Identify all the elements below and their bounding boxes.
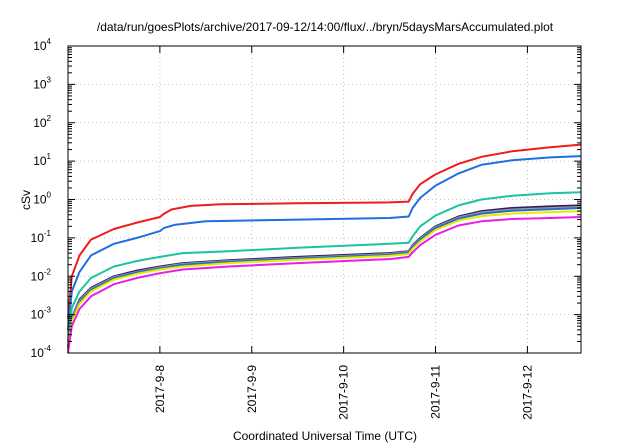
x-tick-label: 2017-9-8 xyxy=(153,365,167,413)
y-tick-label: 10-1 xyxy=(31,229,52,245)
axis-ticks xyxy=(68,45,581,354)
series-line-6 xyxy=(67,207,582,349)
x-tick-label: 2017-9-12 xyxy=(520,365,534,420)
y-tick-labels: 10-4 10-3 10-2 10-1 100 101 102 103 104 xyxy=(31,37,52,360)
series-line-2 xyxy=(67,155,582,330)
series-line-1 xyxy=(67,143,582,319)
series-line-7 xyxy=(67,210,582,351)
y-tick-label: 104 xyxy=(33,37,51,53)
y-axis-label: cSv xyxy=(19,190,33,210)
y-tick-label: 10-4 xyxy=(31,344,52,360)
x-tick-label: 2017-9-10 xyxy=(337,365,351,420)
chart-title: /data/run/goesPlots/archive/2017-09-12/1… xyxy=(97,20,554,34)
x-tick-label: 2017-9-9 xyxy=(245,365,259,413)
y-tick-label: 10-3 xyxy=(31,306,52,322)
y-tick-label: 101 xyxy=(33,152,51,168)
series-line-8 xyxy=(67,216,582,354)
y-tick-label: 103 xyxy=(33,75,51,91)
series-line-3 xyxy=(67,191,582,342)
x-tick-labels: 2017-9-8 2017-9-9 2017-9-10 2017-9-11 2017-9… xyxy=(153,365,535,420)
data-series xyxy=(67,143,582,354)
x-tick-label: 2017-9-11 xyxy=(429,365,443,419)
gridlines xyxy=(68,46,581,353)
y-tick-label: 102 xyxy=(33,114,51,130)
y-tick-label: 100 xyxy=(33,191,51,207)
y-tick-label: 10-2 xyxy=(31,267,52,283)
x-axis-label: Coordinated Universal Time (UTC) xyxy=(233,429,417,443)
